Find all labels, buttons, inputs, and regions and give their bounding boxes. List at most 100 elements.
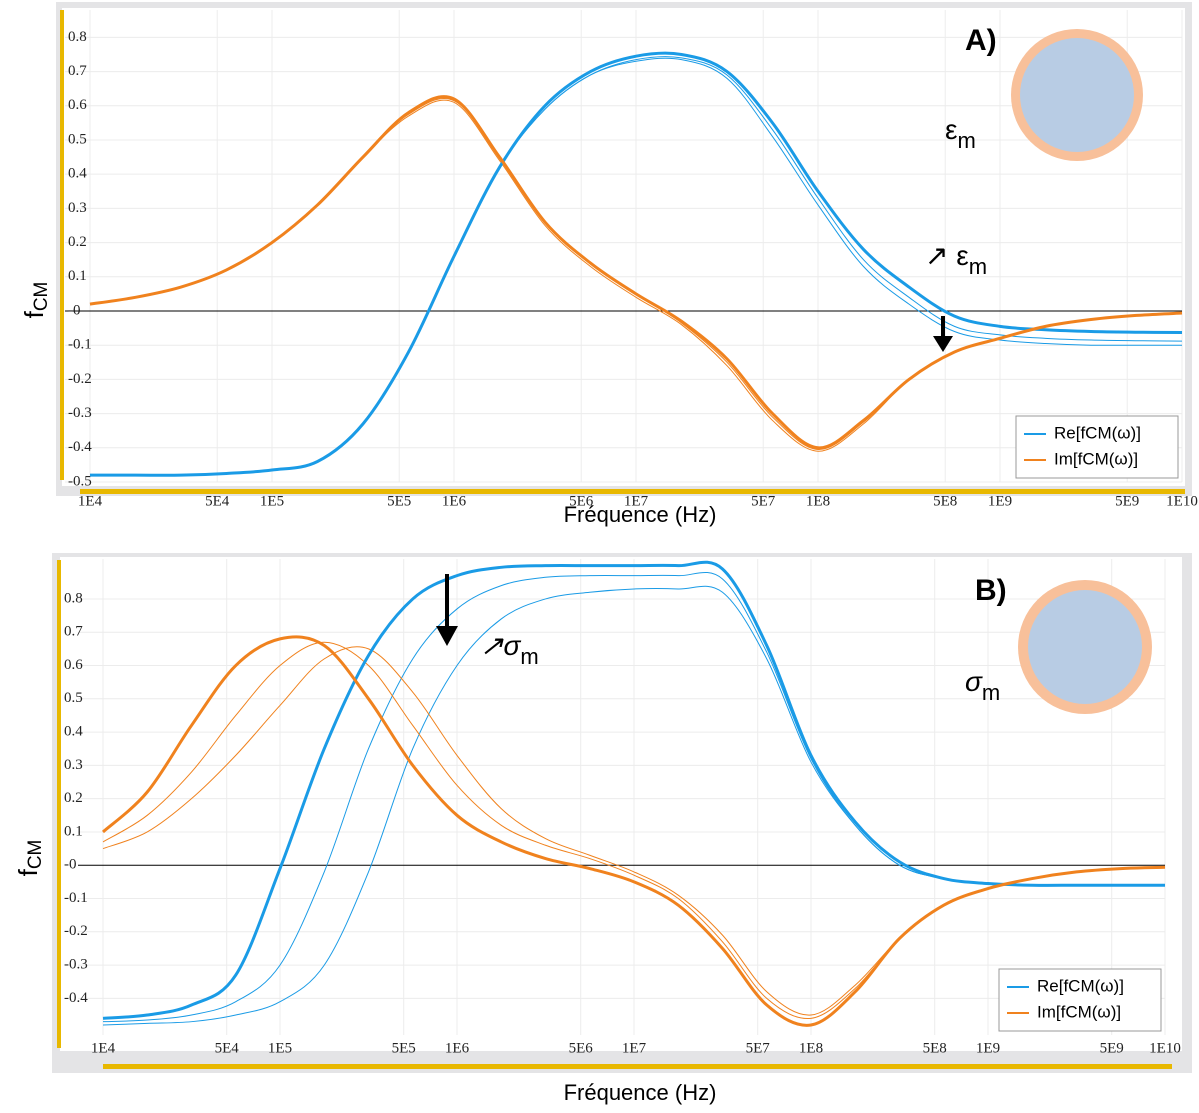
y-tick-label: 0.3 <box>64 757 83 773</box>
x-tick-label: 1E6 <box>442 493 467 509</box>
x-tick-label: 1E9 <box>976 1040 1000 1056</box>
y-tick-label: 0.2 <box>64 790 83 806</box>
x-tick-label: 1E4 <box>91 1040 116 1056</box>
y-axis-label-main: f <box>13 868 43 876</box>
legend-label: Re[fCM(ω)] <box>1054 423 1141 442</box>
legend-label: Re[fCM(ω)] <box>1037 976 1124 995</box>
y-tick-label: -0 <box>64 857 77 873</box>
y-tick-label: 0.7 <box>64 624 83 640</box>
y-axis-label-main: f <box>19 310 49 318</box>
annotation: εm <box>945 114 976 152</box>
x-tick-label: 5E8 <box>923 1040 947 1056</box>
annotation-main: ↗σ <box>480 630 521 661</box>
series-line <box>101 635 1166 1027</box>
panel-label: A) <box>965 24 997 57</box>
y-tick-label: -0.3 <box>64 957 88 973</box>
panel-a: 1E4 5E4 1E5 5E5 1E6 5E6 1E7 5E7 1E8 5E8 1E9 5E9 1E10… <box>65 10 1198 509</box>
x-tick-label: 1E7 <box>622 1040 647 1056</box>
legend-box <box>998 968 1162 1032</box>
particle-core <box>1028 590 1142 704</box>
y-tick-label: 0.8 <box>64 590 83 606</box>
x-tick-label: 5E7 <box>746 1040 771 1056</box>
y-axis-label: fCM <box>13 840 46 877</box>
y-tick-label: 0.7 <box>68 63 87 79</box>
x-tick-label: 5E5 <box>392 1040 416 1056</box>
y-tick-label: 0.4 <box>64 724 83 740</box>
panel-b: 1E4 5E4 1E5 5E5 1E6 5E6 1E7 5E7 1E8 5E8 1E9 5E9 1E10… <box>64 559 1181 1056</box>
y-tick-label: -0.4 <box>64 990 88 1006</box>
panel-label: B) <box>975 574 1007 607</box>
x-tick-label: 1E6 <box>445 1040 470 1056</box>
x-tick-label: 5E6 <box>569 493 594 509</box>
x-tick-label: 1E8 <box>799 1040 823 1056</box>
x-tick-label: 5E6 <box>569 1040 594 1056</box>
legend: Re[fCM(ω)] Im[fCM(ω)] <box>998 968 1162 1032</box>
x-tick-label: 1E10 <box>1149 1040 1181 1056</box>
y-tick-label: -0.1 <box>64 890 88 906</box>
x-tick-label: 5E9 <box>1115 493 1139 509</box>
panel-a-plot-bg <box>62 8 1185 486</box>
y-tick-label: 0.8 <box>68 29 87 45</box>
y-tick-label: 0.6 <box>64 657 83 673</box>
y-tick-label: -0.2 <box>64 923 88 939</box>
y-tick-label: -0.1 <box>68 337 92 353</box>
x-tick-label: 5E5 <box>387 493 411 509</box>
annotation-main: ↗ ε <box>925 240 969 271</box>
annotation-main: σ <box>965 666 983 697</box>
legend-label: Im[fCM(ω)] <box>1054 449 1138 468</box>
y-tick-label: -0.3 <box>68 405 92 421</box>
x-tick-label: 1E9 <box>988 493 1012 509</box>
arrow-head <box>933 336 953 352</box>
y-tick-label: -0 <box>68 302 81 318</box>
x-tick-label: 1E8 <box>806 493 830 509</box>
y-tick-label: 0.2 <box>68 234 87 250</box>
series-line <box>102 560 1165 1020</box>
annotation: ↗ εm <box>925 240 987 278</box>
x-tick-label: 5E4 <box>205 493 230 509</box>
legend: Re[fCM(ω)] Im[fCM(ω)] <box>1015 415 1179 479</box>
y-axis-label-sub: CM <box>31 282 52 312</box>
x-tick-label: 5E9 <box>1100 1040 1124 1056</box>
series-line <box>89 95 1183 450</box>
y-tick-label: -0.5 <box>68 473 92 489</box>
annotation-sub: m <box>969 254 987 279</box>
legend-box <box>1015 415 1179 479</box>
panel-a-y-scrollbar <box>60 10 64 480</box>
panel-b-plot-bg <box>60 557 1182 1051</box>
x-tick-label: 5E8 <box>933 493 957 509</box>
panel-a-x-scrollbar <box>80 489 1185 494</box>
y-tick-label: 0.6 <box>68 97 87 113</box>
annotation-main: ε <box>945 114 957 145</box>
y-axis-label-sub: CM <box>25 840 46 870</box>
arrow-head <box>436 626 458 646</box>
annotation: σm <box>965 666 1000 704</box>
y-tick-label: 0.5 <box>64 690 83 706</box>
panel-b-x-scrollbar <box>103 1064 1172 1069</box>
y-tick-label: 0.5 <box>68 131 87 147</box>
y-tick-label: 0.1 <box>64 823 83 839</box>
panel-b-y-scrollbar <box>57 560 61 1048</box>
arrows <box>436 316 953 646</box>
annotation-sub: m <box>520 644 538 669</box>
annotation-sub: m <box>982 680 1000 705</box>
x-tick-label: 5E4 <box>215 1040 240 1056</box>
particle-core <box>1020 38 1134 152</box>
y-tick-label: 0.3 <box>68 200 87 216</box>
x-axis-label: Fréquence (Hz) <box>564 502 717 527</box>
y-tick-label: 0.1 <box>68 268 87 284</box>
series-line <box>89 51 1183 477</box>
x-tick-label: 1E5 <box>268 1040 292 1056</box>
x-tick-label: 5E7 <box>751 493 776 509</box>
y-tick-label: -0.2 <box>68 371 92 387</box>
x-tick-label: 1E5 <box>260 493 284 509</box>
y-tick-label: -0.4 <box>68 439 92 455</box>
annotation-sub: m <box>957 128 975 153</box>
annotation: ↗σm <box>480 630 539 668</box>
x-tick-label: 1E10 <box>1166 493 1198 509</box>
x-axis-label: Fréquence (Hz) <box>564 1080 717 1105</box>
y-axis-label: fCM <box>19 282 52 319</box>
y-tick-label: 0.4 <box>68 166 87 182</box>
x-tick-label: 1E7 <box>624 493 649 509</box>
legend-label: Im[fCM(ω)] <box>1037 1002 1121 1021</box>
